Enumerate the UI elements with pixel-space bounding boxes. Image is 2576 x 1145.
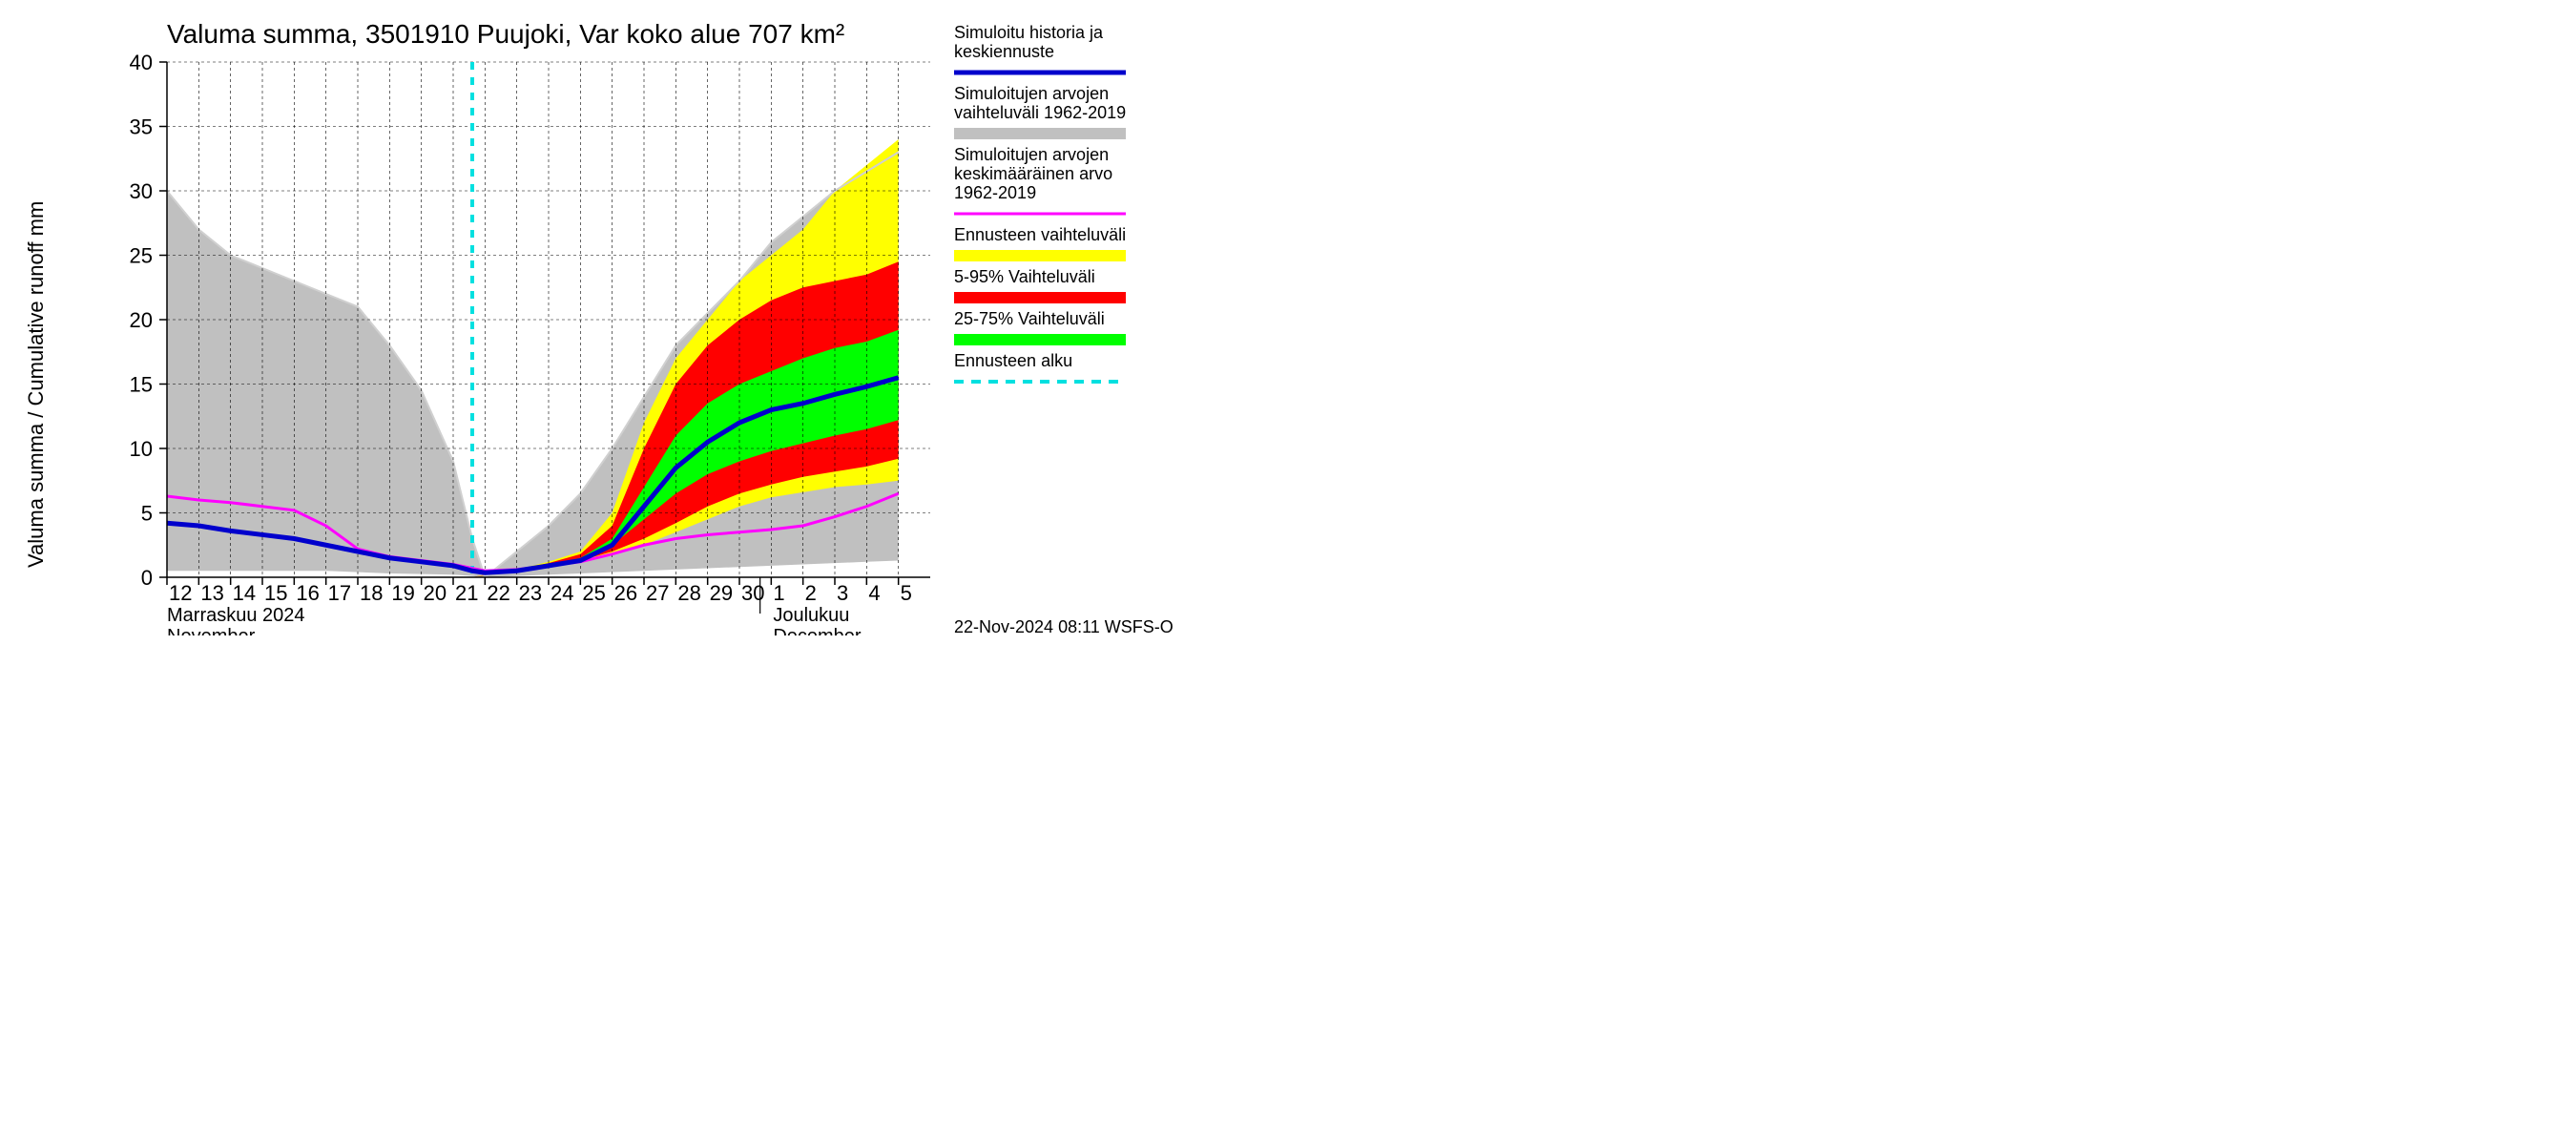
legend-swatch bbox=[954, 292, 1126, 303]
x-tick-label: 12 bbox=[169, 581, 192, 605]
x-tick-label: 22 bbox=[487, 581, 509, 605]
legend-swatch bbox=[954, 334, 1126, 345]
x-tick-label: 2 bbox=[805, 581, 817, 605]
y-tick-label: 15 bbox=[130, 373, 153, 397]
chart-container: 0510152025303540121314151617181920212223… bbox=[0, 0, 1431, 635]
legend-label: 1962-2019 bbox=[954, 183, 1036, 202]
x-tick-label: 16 bbox=[296, 581, 319, 605]
legend-label: Simuloitujen arvojen bbox=[954, 84, 1109, 103]
chart-title: Valuma summa, 3501910 Puujoki, Var koko … bbox=[167, 19, 844, 49]
x-tick-label: 25 bbox=[582, 581, 605, 605]
y-tick-label: 10 bbox=[130, 437, 153, 461]
legend-label: Simuloitujen arvojen bbox=[954, 145, 1109, 164]
chart-svg: 0510152025303540121314151617181920212223… bbox=[0, 0, 1431, 635]
legend-label: keskiennuste bbox=[954, 42, 1054, 61]
y-tick-label: 20 bbox=[130, 308, 153, 332]
x-tick-label: 18 bbox=[360, 581, 383, 605]
legend-label: Ennusteen alku bbox=[954, 351, 1072, 370]
month1-en: November bbox=[167, 626, 256, 635]
x-tick-label: 29 bbox=[710, 581, 733, 605]
x-tick-label: 26 bbox=[614, 581, 637, 605]
legend-label: vaihteluväli 1962-2019 bbox=[954, 103, 1126, 122]
y-axis-label: Valuma summa / Cumulative runoff mm bbox=[24, 201, 48, 568]
x-tick-label: 1 bbox=[773, 581, 784, 605]
x-tick-label: 4 bbox=[868, 581, 880, 605]
legend-label: Simuloitu historia ja bbox=[954, 23, 1104, 42]
y-tick-label: 40 bbox=[130, 51, 153, 74]
x-tick-label: 28 bbox=[677, 581, 700, 605]
x-tick-label: 14 bbox=[233, 581, 256, 605]
legend-label: keskimääräinen arvo bbox=[954, 164, 1112, 183]
x-tick-label: 15 bbox=[264, 581, 287, 605]
x-tick-label: 21 bbox=[455, 581, 478, 605]
legend-label: 5-95% Vaihteluväli bbox=[954, 267, 1095, 286]
x-tick-label: 27 bbox=[646, 581, 669, 605]
x-tick-label: 17 bbox=[328, 581, 351, 605]
legend-label: Ennusteen vaihteluväli bbox=[954, 225, 1126, 244]
y-tick-label: 25 bbox=[130, 244, 153, 268]
y-tick-label: 5 bbox=[141, 502, 153, 526]
x-tick-label: 19 bbox=[391, 581, 414, 605]
month2-en: December bbox=[773, 626, 862, 635]
x-tick-label: 5 bbox=[901, 581, 912, 605]
y-tick-label: 35 bbox=[130, 115, 153, 139]
x-tick-label: 13 bbox=[200, 581, 223, 605]
legend-swatch bbox=[954, 250, 1126, 261]
x-tick-label: 30 bbox=[741, 581, 764, 605]
x-tick-label: 23 bbox=[519, 581, 542, 605]
legend-swatch bbox=[954, 128, 1126, 139]
month2-fi: Joulukuu bbox=[773, 605, 849, 626]
x-tick-label: 20 bbox=[424, 581, 447, 605]
legend-label: 25-75% Vaihteluväli bbox=[954, 309, 1105, 328]
x-tick-label: 3 bbox=[837, 581, 848, 605]
x-tick-label: 24 bbox=[551, 581, 573, 605]
month1-fi: Marraskuu 2024 bbox=[167, 605, 305, 626]
footer-timestamp: 22-Nov-2024 08:11 WSFS-O bbox=[954, 617, 1174, 635]
y-tick-label: 30 bbox=[130, 179, 153, 203]
y-tick-label: 0 bbox=[141, 566, 153, 590]
